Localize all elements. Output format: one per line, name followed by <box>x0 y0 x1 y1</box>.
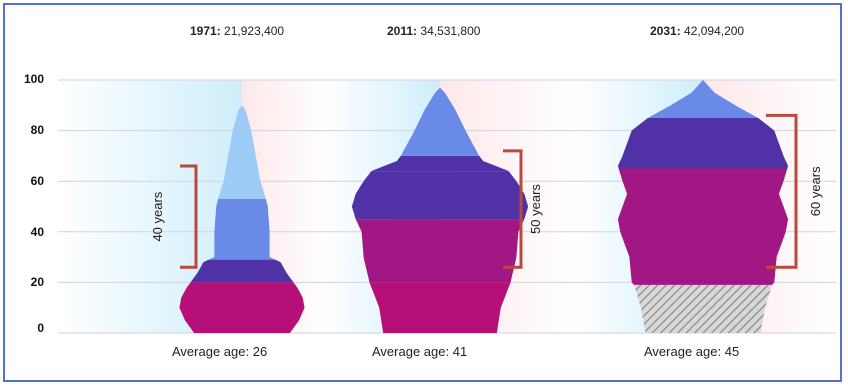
age-gap-bracket <box>503 149 523 269</box>
panel-1971-average-age: Average age: 26 <box>172 344 268 359</box>
y-tick-label: 60 <box>30 174 44 188</box>
y-tick-label: 20 <box>30 275 44 289</box>
age-gap-label: 50 years <box>528 184 543 234</box>
age-band-65-85 <box>617 118 789 169</box>
age-gap-label: 60 years <box>808 166 823 216</box>
y-tick-label: 100 <box>23 72 44 86</box>
panel-year: 2031 <box>650 24 677 38</box>
y-tick-label: 40 <box>30 225 44 239</box>
age-band-19-65 <box>617 168 789 285</box>
age-band-64-70 <box>371 155 509 172</box>
age-band-20-45 <box>355 219 525 283</box>
panel-1971-population: 1971: 21,923,400 <box>190 24 285 38</box>
panel-2011-population: 2011: 34,531,800 <box>387 24 481 38</box>
panel-year: 1971 <box>190 24 217 38</box>
age-band-53-90 <box>218 105 266 199</box>
panel-2031-average-age: Average age: 45 <box>644 344 740 359</box>
age-band-29-53 <box>208 198 276 260</box>
age-band-70-97 <box>400 87 480 156</box>
age-band-0-20 <box>369 282 511 333</box>
y-tick-label: 80 <box>30 123 44 137</box>
age-band-85-100 <box>647 80 759 118</box>
panel-population: 42,094,200 <box>684 24 745 38</box>
panel-population: 34,531,800 <box>420 24 481 38</box>
panel-population: 21,923,400 <box>224 24 285 38</box>
age-band-0-20 <box>179 282 305 333</box>
panel-2011-average-age: Average age: 41 <box>372 344 468 359</box>
age-gap-bracket <box>766 113 798 269</box>
panel-year: 2011 <box>387 24 414 38</box>
panel-2031-population: 2031: 42,094,200 <box>650 24 745 38</box>
age-band-0-19 <box>634 284 772 333</box>
y-tick-label: 0 <box>37 321 44 335</box>
age-gap-label: 40 years <box>150 191 165 241</box>
age-gap-bracket <box>180 164 198 269</box>
age-band-20-29 <box>190 259 294 283</box>
age-band-45-64 <box>351 171 529 220</box>
